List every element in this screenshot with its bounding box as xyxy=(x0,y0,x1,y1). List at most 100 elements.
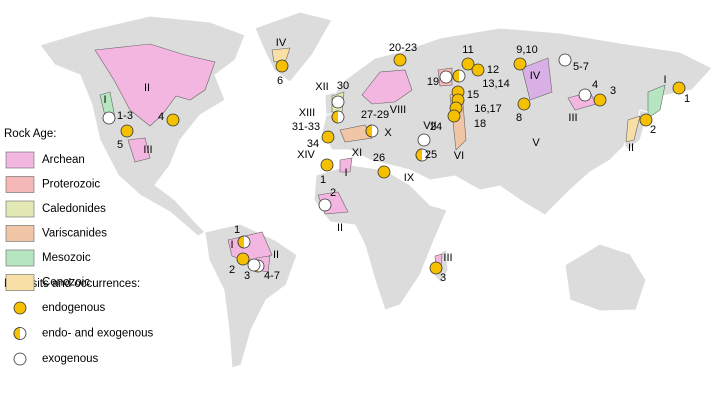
deposit-label: 9,10 xyxy=(516,44,537,56)
deposit-label: 5-7 xyxy=(573,61,589,73)
variscanides-region xyxy=(339,124,373,143)
region-label: IV xyxy=(530,70,541,82)
deposit-label: 12 xyxy=(487,64,499,76)
exogenous-marker xyxy=(102,53,592,272)
region-label: II xyxy=(628,142,634,154)
marker-half xyxy=(13,327,20,340)
deposit-label: 2 xyxy=(229,264,235,276)
region-labels: II I III IV XII VIII VII XIII XI X IX VI… xyxy=(103,37,666,264)
region-label: XII xyxy=(315,81,328,93)
deposit-label: 24 xyxy=(430,121,442,133)
legend-marker xyxy=(13,327,27,340)
deposit-label: 1-3 xyxy=(117,110,133,122)
deposit-label: 1 xyxy=(684,93,690,105)
legend-label: Mesozoic xyxy=(42,252,91,264)
region-label: II xyxy=(337,222,343,234)
legend-label: Variscanides xyxy=(42,228,107,240)
legend-label: endo- and exogenous xyxy=(42,328,154,340)
region-label: II xyxy=(144,82,150,94)
deposit-label: 4-7 xyxy=(264,270,280,282)
legend-title: Rock Age: xyxy=(4,128,56,140)
deposit-label: 34 xyxy=(307,138,319,150)
deposit-label: 16,17 xyxy=(474,103,502,115)
legend-swatch xyxy=(5,274,35,291)
legend-label: Cenozoic xyxy=(42,277,90,289)
legend-label: exogenous xyxy=(42,353,99,365)
region-label: X xyxy=(384,127,392,139)
australia xyxy=(564,243,647,312)
archean-region xyxy=(94,43,216,127)
region-label: I xyxy=(230,239,233,251)
deposit-label: 6 xyxy=(277,75,283,87)
legend-label: endogenous xyxy=(42,302,106,314)
region-label: VI xyxy=(454,150,464,162)
region-label: VII xyxy=(423,120,436,132)
legend-swatch xyxy=(5,151,35,169)
deposit-label: 27-29 xyxy=(361,109,389,121)
deposit-label: 18 xyxy=(474,118,486,130)
region-label: III xyxy=(143,144,152,156)
eurasia xyxy=(321,27,713,216)
deposit-label: 25 xyxy=(425,149,437,161)
region-label: I xyxy=(344,167,347,179)
cenozoic-region xyxy=(625,115,641,143)
deposit-label: 5 xyxy=(117,139,123,151)
marker-fill xyxy=(13,301,27,315)
region-label: XIV xyxy=(297,149,315,161)
legend-label: Caledonides xyxy=(42,203,106,215)
legend: Rock Age: Deposits and occurrences: Arch… xyxy=(4,128,154,366)
deposit-markers xyxy=(102,53,686,275)
legend-label: Archean xyxy=(42,154,85,166)
region-label: I xyxy=(663,74,666,86)
deposit-label: 1 xyxy=(234,224,240,236)
legend-marker xyxy=(13,301,27,315)
region-label: XIII xyxy=(299,107,316,119)
deposit-label: 3 xyxy=(244,270,250,282)
endo-exogenous-marker xyxy=(237,69,466,273)
deposit-label: 2 xyxy=(330,187,336,199)
deposit-label: 4 xyxy=(158,111,164,123)
archean-region xyxy=(339,157,353,173)
legend-swatch xyxy=(5,200,35,218)
deposit-label: 1 xyxy=(320,174,326,186)
region-label: XI xyxy=(352,147,362,159)
south-america xyxy=(204,223,298,369)
marker-fill xyxy=(13,352,27,366)
deposit-label: 19 xyxy=(427,76,439,88)
legend-marker xyxy=(13,352,27,366)
mesozoic-region xyxy=(647,84,666,119)
deposit-labels: 1-3 4 5 6 30 31-33 27-29 20-23 11 12 19 … xyxy=(117,42,690,284)
deposit-label: 3 xyxy=(440,272,446,284)
deposit-label: 11 xyxy=(462,44,473,56)
archean-region xyxy=(127,137,151,163)
deposit-label: 20-23 xyxy=(389,42,417,54)
deposit-label: 31-33 xyxy=(292,121,320,133)
greenland xyxy=(254,11,333,83)
deposit-label: 8 xyxy=(516,112,522,124)
legend-label: Proterozoic xyxy=(42,179,100,191)
region-label: III xyxy=(568,112,577,124)
deposit-label: 4 xyxy=(592,79,598,91)
archean-region xyxy=(361,69,413,105)
cenozoic-region xyxy=(271,47,291,63)
deposit-label: 3 xyxy=(610,85,616,97)
region-label: IX xyxy=(404,172,415,184)
legend-swatch xyxy=(5,176,35,193)
region-label: II xyxy=(273,249,279,261)
endogenous-marker xyxy=(120,53,686,275)
deposit-label: 13,14 xyxy=(482,78,510,90)
region-label: IV xyxy=(276,37,287,49)
deposit-label: 30 xyxy=(337,80,349,92)
legend-title: Deposits and occurrences: xyxy=(4,278,140,290)
region-label: III xyxy=(443,252,452,264)
deposit-label: 26 xyxy=(373,152,385,164)
archean-region xyxy=(521,57,553,101)
deposit-label: 15 xyxy=(467,89,479,101)
deposit-label: 2 xyxy=(650,124,656,136)
africa xyxy=(313,164,448,311)
region-label: VIII xyxy=(390,104,407,116)
region-label: I xyxy=(103,94,106,106)
legend-swatch xyxy=(5,249,35,267)
legend-swatch xyxy=(5,225,35,242)
